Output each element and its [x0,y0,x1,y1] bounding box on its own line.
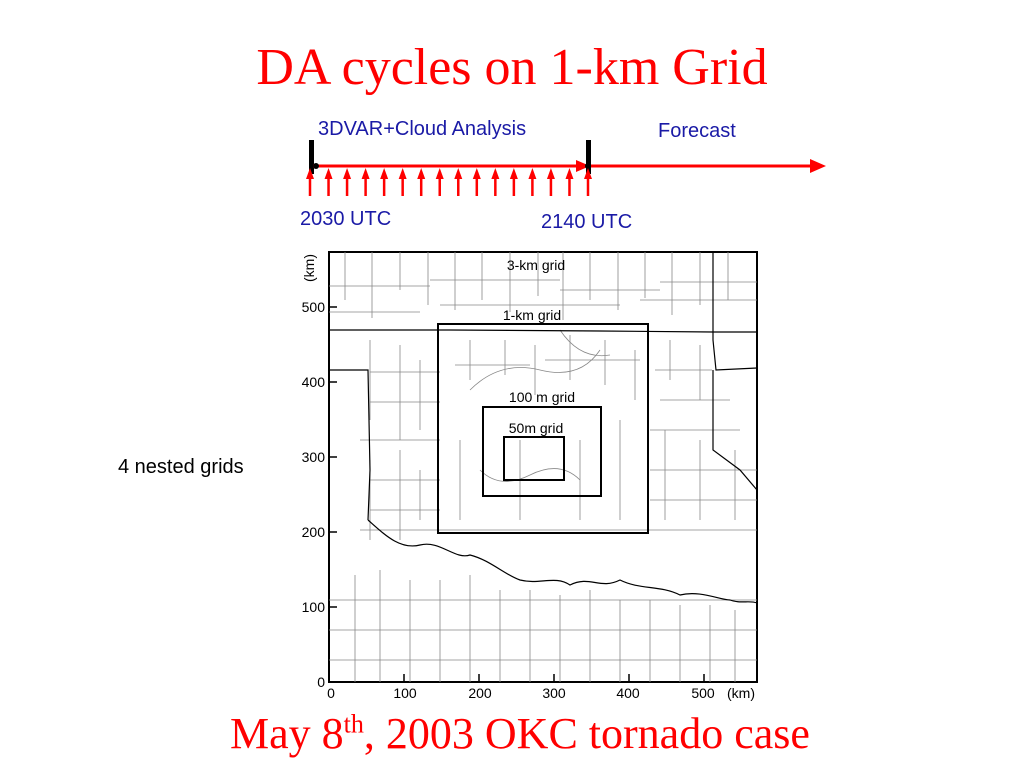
grid-label-1km: 1-km grid [503,307,561,323]
start-time-label: 2030 UTC [300,208,392,230]
x-tick-label: 0 [327,685,335,701]
grid-label-100m: 100 m grid [509,389,575,405]
end-dot [585,163,591,169]
end-time-label: 2140 UTC [541,211,633,233]
timeline-graphic [306,140,826,196]
y-tick-label: 400 [302,374,326,390]
x-unit-label: (km) [727,685,755,701]
y-tick-label: 500 [302,299,326,315]
county-boundaries [329,252,757,682]
state-boundaries [329,252,758,604]
grid-box-50m [503,436,565,481]
x-tick-label: 500 [691,685,715,701]
end-tick [586,140,591,174]
start-tick [309,140,314,174]
start-dot [313,163,319,169]
analysis-cycle-arrow [417,168,426,196]
analysis-cycle-arrow [509,168,518,196]
y-tick-label: 200 [302,524,326,540]
forecast-arrow-head [810,159,826,173]
y-axis-ticks [329,306,337,683]
analysis-cycle-arrow [306,168,314,196]
slide-title: DA cycles on 1-km Grid [256,39,768,96]
caption-suffix: , 2003 OKC tornado case [363,709,810,758]
caption-prefix: May 8 [230,709,344,758]
analysis-cycle-arrow [472,168,481,196]
x-tick-label: 200 [468,685,492,701]
analysis-cycle-arrow [546,168,555,196]
nested-grids-label: 4 nested grids [118,456,244,478]
analysis-cycle-arrow [584,168,592,196]
y-unit-label: (km) [301,254,317,282]
analysis-cycle-arrow [565,168,574,196]
analysis-cycle-arrow [380,168,389,196]
y-tick-label: 300 [302,449,326,465]
x-tick-label: 300 [542,685,566,701]
grid-label-3km: 3-km grid [507,257,565,273]
analysis-cycle-arrow [454,168,463,196]
case-caption: May 8th, 2003 OKC tornado case [230,708,810,760]
analysis-arrows [306,168,592,196]
y-tick-label: 100 [302,599,326,615]
forecast-phase-label: Forecast [658,120,736,142]
assimilation-timeline: 3DVAR+Cloud Analysis Forecast 2030 UTC 2… [0,0,1024,240]
analysis-cycle-arrow [324,168,333,196]
caption-superscript: th [343,709,364,739]
analysis-cycle-arrow [343,168,352,196]
grid-box-1km [437,323,649,534]
grid-box-100m [482,406,602,497]
x-tick-label: 100 [393,685,417,701]
analysis-cycle-arrow [435,168,444,196]
x-tick-label: 400 [616,685,640,701]
y-tick-label: 0 [317,674,325,690]
x-axis-ticks [328,674,705,682]
grid-label-50m: 50m grid [509,420,563,436]
analysis-cycle-arrow [398,168,407,196]
analysis-phase-label: 3DVAR+Cloud Analysis [318,118,527,140]
analysis-cycle-arrow [361,168,370,196]
analysis-cycle-arrow [528,168,537,196]
analysis-cycle-arrow [491,168,500,196]
analysis-arrow-head [576,160,590,172]
